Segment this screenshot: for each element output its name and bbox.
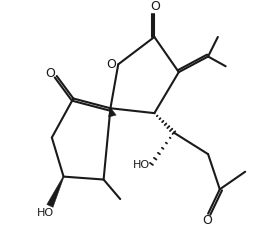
Text: O: O <box>106 58 116 71</box>
Polygon shape <box>109 108 116 117</box>
Text: O: O <box>202 214 212 227</box>
Polygon shape <box>47 176 64 207</box>
Text: O: O <box>45 67 55 80</box>
Text: O: O <box>150 0 160 13</box>
Text: HO: HO <box>133 160 150 170</box>
Text: HO: HO <box>36 208 53 218</box>
